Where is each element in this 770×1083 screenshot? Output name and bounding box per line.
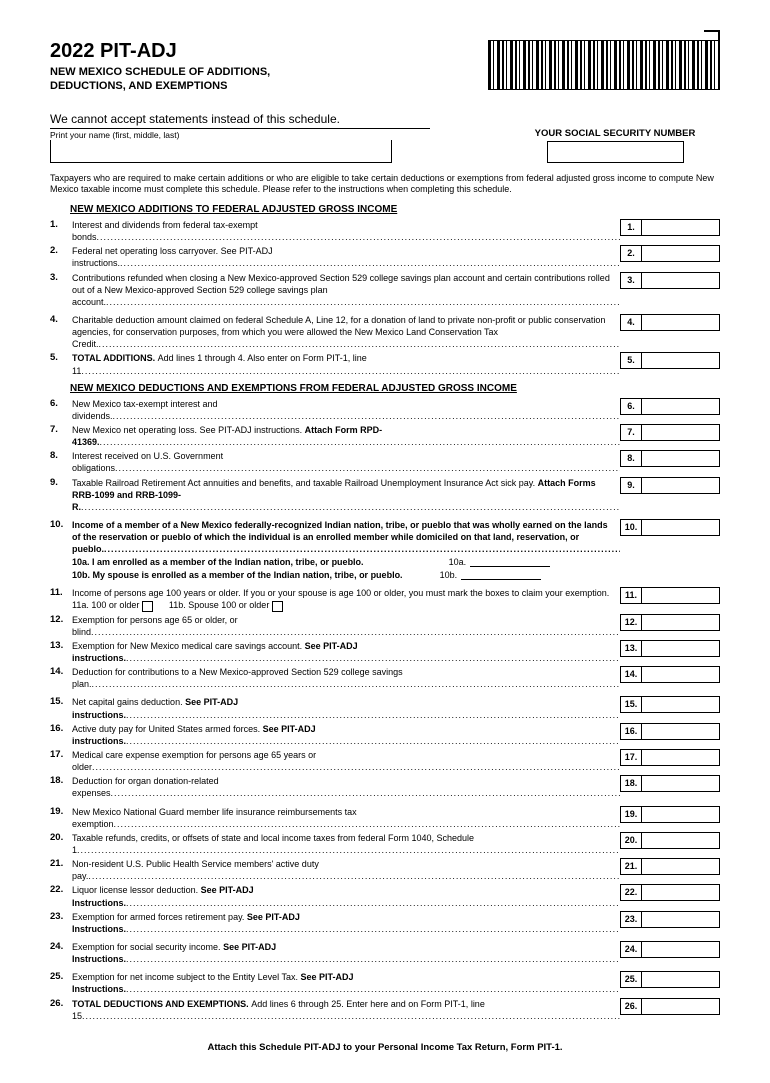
name-input[interactable] (50, 140, 392, 163)
line-24: 24. Exemption for social security income… (50, 941, 720, 965)
line-16: 16. Active duty pay for United States ar… (50, 723, 720, 747)
amount-2[interactable] (641, 245, 720, 262)
input-10b[interactable] (461, 579, 541, 580)
line-9: 9. Taxable Railroad Retirement Act annui… (50, 477, 720, 513)
line-18: 18. Deduction for organ donation-related… (50, 775, 720, 799)
line-23: 23. Exemption for armed forces retiremen… (50, 911, 720, 935)
intro-text: Taxpayers who are required to make certa… (50, 173, 720, 196)
amount-10[interactable] (641, 519, 720, 536)
crop-mark (704, 30, 720, 46)
amount-18[interactable] (641, 775, 720, 792)
name-ssn-row: Print your name (first, middle, last) YO… (50, 128, 720, 163)
amount-7[interactable] (641, 424, 720, 441)
line-10: 10. Income of a member of a New Mexico f… (50, 519, 720, 555)
amount-3[interactable] (641, 272, 720, 289)
additions-heading: NEW MEXICO ADDITIONS TO FEDERAL ADJUSTED… (70, 204, 720, 215)
title-block: 2022 PIT-ADJ NEW MEXICO SCHEDULE OF ADDI… (50, 40, 270, 94)
line-19: 19. New Mexico National Guard member lif… (50, 806, 720, 830)
form-title: 2022 PIT-ADJ (50, 40, 270, 63)
line-12: 12. Exemption for persons age 65 or olde… (50, 614, 720, 638)
line-10a: 10a. I am enrolled as a member of the In… (72, 557, 720, 567)
line-13: 13. Exemption for New Mexico medical car… (50, 640, 720, 664)
amount-8[interactable] (641, 450, 720, 467)
line-25: 25. Exemption for net income subject to … (50, 971, 720, 995)
deductions-heading: NEW MEXICO DEDUCTIONS AND EXEMPTIONS FRO… (70, 383, 720, 394)
line-10b: 10b. My spouse is enrolled as a member o… (72, 570, 720, 580)
barcode (488, 40, 720, 90)
amount-19[interactable] (641, 806, 720, 823)
amount-12[interactable] (641, 614, 720, 631)
name-block: Print your name (first, middle, last) (50, 128, 430, 163)
statement-notice: We cannot accept statements instead of t… (50, 112, 720, 126)
amount-24[interactable] (641, 941, 720, 958)
line-22: 22. Liquor license lessor deduction. See… (50, 884, 720, 908)
amount-9[interactable] (641, 477, 720, 494)
amount-22[interactable] (641, 884, 720, 901)
line-3: 3. Contributions refunded when closing a… (50, 272, 720, 308)
line-17: 17. Medical care expense exemption for p… (50, 749, 720, 773)
line-21: 21. Non-resident U.S. Public Health Serv… (50, 858, 720, 882)
line-6: 6. New Mexico tax-exempt interest and di… (50, 398, 720, 422)
line-7: 7. New Mexico net operating loss. See PI… (50, 424, 720, 448)
amount-26[interactable] (641, 998, 720, 1015)
amount-21[interactable] (641, 858, 720, 875)
line-20: 20. Taxable refunds, credits, or offsets… (50, 832, 720, 856)
line-11: 11. Income of persons age 100 years or o… (50, 587, 720, 611)
line-14: 14. Deduction for contributions to a New… (50, 666, 720, 690)
amount-17[interactable] (641, 749, 720, 766)
checkbox-11b[interactable] (272, 601, 283, 612)
line-15: 15. Net capital gains deduction. See PIT… (50, 696, 720, 720)
ssn-input[interactable] (547, 141, 684, 163)
ssn-block: YOUR SOCIAL SECURITY NUMBER (510, 128, 720, 163)
amount-11[interactable] (641, 587, 720, 604)
amount-14[interactable] (641, 666, 720, 683)
amount-15[interactable] (641, 696, 720, 713)
amount-20[interactable] (641, 832, 720, 849)
input-10a[interactable] (470, 566, 550, 567)
header: 2022 PIT-ADJ NEW MEXICO SCHEDULE OF ADDI… (50, 40, 720, 94)
amount-23[interactable] (641, 911, 720, 928)
line-4: 4. Charitable deduction amount claimed o… (50, 314, 720, 350)
checkbox-11a[interactable] (142, 601, 153, 612)
line-5: 5. TOTAL ADDITIONS. Add lines 1 through … (50, 352, 720, 376)
form-subtitle: NEW MEXICO SCHEDULE OF ADDITIONS, DEDUCT… (50, 65, 270, 94)
line-1: 1. Interest and dividends from federal t… (50, 219, 720, 243)
amount-6[interactable] (641, 398, 720, 415)
line-2: 2. Federal net operating loss carryover.… (50, 245, 720, 269)
amount-25[interactable] (641, 971, 720, 988)
amount-16[interactable] (641, 723, 720, 740)
amount-13[interactable] (641, 640, 720, 657)
name-label: Print your name (first, middle, last) (50, 128, 430, 140)
amount-1[interactable] (641, 219, 720, 236)
amount-4[interactable] (641, 314, 720, 331)
amount-5[interactable] (641, 352, 720, 369)
footer-note: Attach this Schedule PIT-ADJ to your Per… (50, 1042, 720, 1053)
line-8: 8. Interest received on U.S. Government … (50, 450, 720, 474)
ssn-label: YOUR SOCIAL SECURITY NUMBER (510, 128, 720, 139)
line-26: 26. TOTAL DEDUCTIONS AND EXEMPTIONS. Add… (50, 998, 720, 1022)
form-page: 2022 PIT-ADJ NEW MEXICO SCHEDULE OF ADDI… (0, 0, 770, 1083)
